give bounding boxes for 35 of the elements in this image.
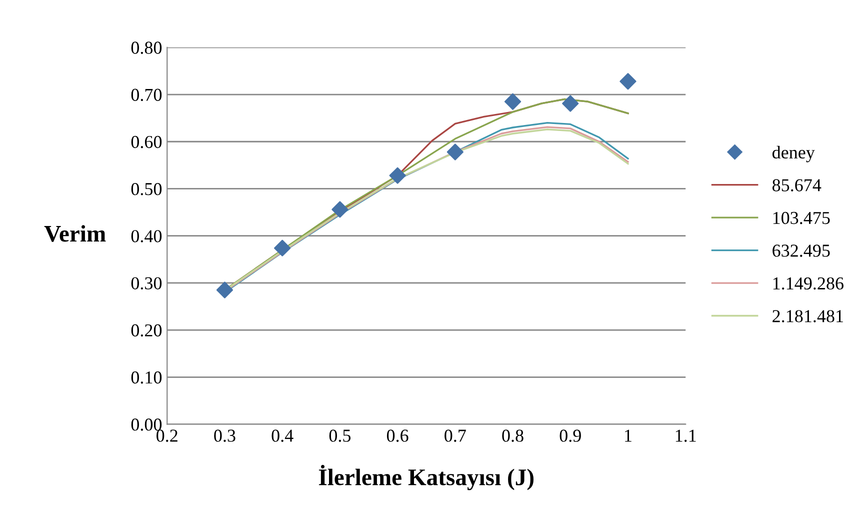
y-tick-label: 0.20 bbox=[131, 324, 162, 337]
x-tick-label: 0.4 bbox=[272, 430, 294, 442]
y-tick-label: 0.80 bbox=[131, 42, 162, 54]
point bbox=[389, 167, 406, 184]
point bbox=[446, 144, 464, 160]
x-tick-label: 0.3 bbox=[214, 430, 236, 442]
legend-label: 2.181.481 bbox=[772, 310, 843, 322]
legend-label: 1.149.286 bbox=[773, 277, 844, 290]
point bbox=[504, 93, 522, 110]
legend-label: 103.475 bbox=[773, 212, 830, 224]
point bbox=[562, 95, 579, 112]
y-tick-label: 0.70 bbox=[131, 88, 162, 102]
x-axis-title: İlerleme Katsayısı (J) bbox=[318, 464, 534, 490]
point bbox=[216, 282, 234, 298]
y-tick-label: 0.30 bbox=[131, 277, 162, 290]
y-tick-label: 0.50 bbox=[131, 182, 162, 196]
x-tick-label: 1 bbox=[625, 430, 632, 442]
y-tick-label: 0.60 bbox=[131, 136, 162, 148]
x-tick-label: 0.5 bbox=[329, 430, 351, 442]
x-tick-label: 0.7 bbox=[444, 430, 466, 442]
point bbox=[274, 240, 291, 256]
y-axis-title: Verim bbox=[44, 225, 106, 242]
y-tick-label: 0.10 bbox=[131, 371, 162, 384]
x-tick-label: 0.6 bbox=[386, 430, 408, 442]
y-tick-label: 0.40 bbox=[131, 230, 162, 242]
legend-label: 85.674 bbox=[772, 179, 822, 192]
x-tick-label: 0.9 bbox=[560, 430, 581, 442]
x-tick-label: 0.8 bbox=[502, 430, 524, 442]
x-tick-label: 1.1 bbox=[676, 430, 696, 442]
x-tick-label: 0.2 bbox=[156, 430, 178, 442]
legend-label: 632.495 bbox=[772, 244, 830, 257]
y-tick-label: 0.00 bbox=[131, 418, 162, 431]
legend-label: deney bbox=[772, 146, 815, 162]
point bbox=[620, 73, 636, 90]
point bbox=[332, 201, 348, 218]
